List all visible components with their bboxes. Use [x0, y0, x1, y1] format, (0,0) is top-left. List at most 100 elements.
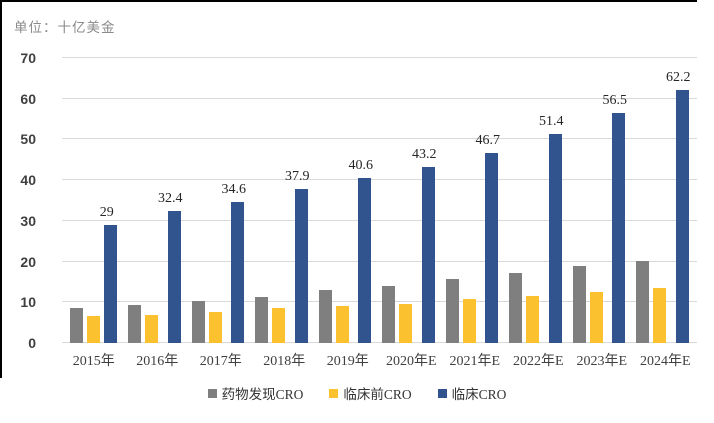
- value-label: 43.2: [412, 147, 437, 163]
- bar-drug_discovery: [509, 272, 522, 343]
- bar-preclinical: [208, 312, 222, 343]
- value-label: 32.4: [158, 191, 183, 207]
- bar-group: 29 2015年: [62, 58, 126, 369]
- bar-clinical: [167, 211, 181, 343]
- y-tick-label: 10: [20, 294, 36, 311]
- value-label: 62.2: [666, 69, 691, 85]
- bar-wrap: 40.6: [349, 58, 378, 343]
- bar-wrap: [335, 58, 349, 343]
- value-label: 37.9: [285, 168, 310, 184]
- legend-marker-clinical: [437, 388, 447, 398]
- gridline: [62, 219, 697, 221]
- bar-drug_discovery: [255, 296, 268, 343]
- bar-preclinical: [335, 306, 349, 343]
- bar-wrap: 37.9: [285, 58, 314, 343]
- bar-wrap: [462, 58, 476, 343]
- bar-drug_discovery: [382, 285, 395, 343]
- bar-group: 32.4 2016年: [126, 58, 190, 369]
- x-tick-label: 2022年E: [512, 354, 564, 369]
- bar-group: 43.2 2020年E: [380, 58, 444, 369]
- bar-wrap: [382, 58, 395, 343]
- bar-wrap: 32.4: [158, 58, 187, 343]
- bar-wrap: [128, 58, 141, 343]
- bar-drug_discovery: [636, 260, 649, 343]
- bar-wrap: 46.7: [476, 58, 505, 343]
- bar-wrap: [69, 58, 83, 343]
- bar-preclinical: [589, 292, 603, 343]
- bar-preclinical: [526, 295, 539, 343]
- bar-wrap: [255, 58, 268, 343]
- bar-groups: 29 2015年 32.4 2016年 34.6 2017年 37.9 2018年 40.6 20…: [62, 58, 698, 369]
- gridline: [62, 342, 697, 343]
- bar-clinical: [231, 202, 245, 343]
- bar-wrap: [145, 58, 158, 343]
- bar-drug_discovery: [69, 308, 83, 343]
- x-tick-label: 2020年E: [385, 354, 437, 369]
- gridline: [62, 138, 697, 140]
- x-tick-label: 2019年: [326, 354, 369, 369]
- value-label: 40.6: [348, 157, 374, 173]
- y-axis-labels: 0 10 20 30 40 50 60 70: [0, 50, 52, 351]
- bar-wrap: [399, 58, 412, 343]
- bar-wrap: [191, 58, 205, 343]
- x-tick-label: 2015年: [72, 354, 115, 369]
- y-tick-label: 20: [20, 253, 36, 270]
- bar-preclinical: [462, 299, 476, 343]
- y-tick-label: 30: [20, 212, 36, 229]
- gridline: [62, 260, 697, 262]
- bar-group: 46.7 2021年E: [443, 58, 507, 369]
- legend: 药物发现CRO 临床前CRO 临床CRO: [0, 383, 714, 403]
- y-tick-label: 50: [20, 131, 36, 148]
- top-border-line: [0, 0, 697, 2]
- bar-preclinical: [272, 308, 285, 343]
- y-tick-label: 70: [20, 50, 36, 66]
- legend-label: 临床CRO: [451, 387, 507, 402]
- bar-wrap: [636, 58, 649, 343]
- bar-drug_discovery: [445, 278, 459, 343]
- legend-item: 临床CRO: [437, 383, 507, 403]
- bar-clinical: [612, 112, 626, 343]
- bar-preclinical: [86, 316, 100, 343]
- gridline: [62, 57, 697, 58]
- bar-wrap: [572, 58, 586, 343]
- bar-clinical: [294, 188, 308, 343]
- bar-drug_discovery: [191, 301, 205, 343]
- y-tick-label: 60: [20, 90, 36, 107]
- bar-wrap: [509, 58, 522, 343]
- x-tick-label: 2018年: [263, 354, 306, 369]
- bar-preclinical: [145, 314, 158, 343]
- value-label: 46.7: [475, 132, 501, 148]
- bar-group: 62.2 2024年E: [634, 58, 698, 369]
- bar-wrap: [272, 58, 285, 343]
- gridline: [62, 301, 697, 303]
- bar-wrap: 62.2: [666, 58, 695, 343]
- bar-clinical: [485, 152, 499, 343]
- bar-wrap: 43.2: [412, 58, 441, 343]
- bar-wrap: [445, 58, 459, 343]
- bar-wrap: 56.5: [603, 58, 632, 343]
- x-tick-label: 2021年E: [449, 354, 501, 369]
- legend-item: 药物发现CRO: [207, 383, 304, 403]
- bar-wrap: [86, 58, 100, 343]
- legend-label: 药物发现CRO: [221, 387, 304, 402]
- legend-item: 临床前CRO: [329, 383, 412, 403]
- x-tick-label: 2024年E: [639, 354, 691, 369]
- gridline: [62, 97, 697, 99]
- x-tick-label: 2017年: [199, 354, 242, 369]
- bar-group: 51.4 2022年E: [507, 58, 571, 369]
- bar-clinical: [548, 133, 562, 343]
- legend-label: 临床前CRO: [343, 387, 412, 402]
- bar-wrap: [208, 58, 222, 343]
- bar-drug_discovery: [128, 304, 141, 343]
- bar-clinical: [421, 167, 435, 343]
- bar-preclinical: [399, 303, 412, 343]
- bar-group: 56.5 2023年E: [570, 58, 634, 369]
- value-label: 56.5: [602, 92, 628, 108]
- bar-clinical: [358, 177, 372, 343]
- bar-wrap: [589, 58, 603, 343]
- value-label: 51.4: [539, 113, 564, 129]
- plot-area: 29 2015年 32.4 2016年 34.6 2017年 37.9 2018年 40.6 20…: [62, 57, 698, 369]
- value-label: 29: [99, 204, 114, 220]
- bar-group: 37.9 2018年: [253, 58, 317, 369]
